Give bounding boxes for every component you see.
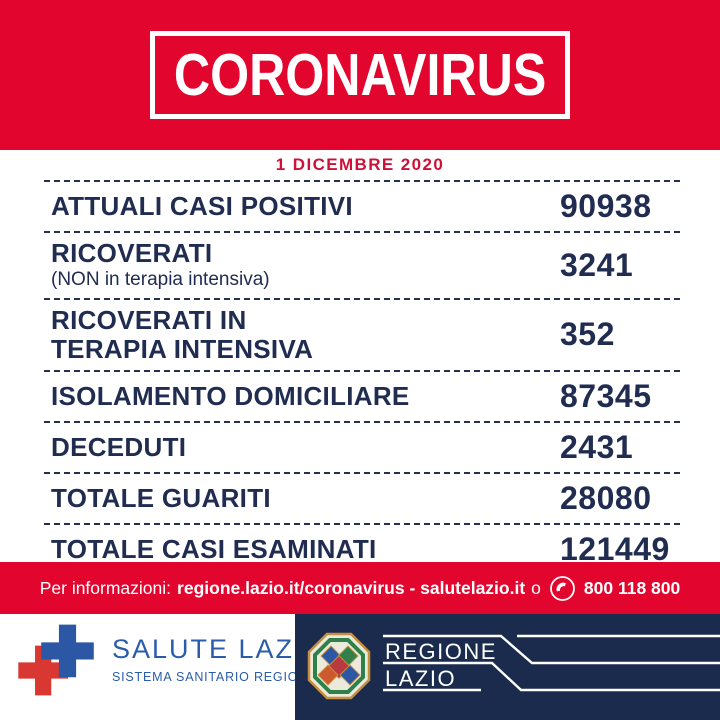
table-row: TOTALE CASI ESAMINATI 121449	[44, 523, 680, 574]
info-phone-number: 800 118 800	[583, 577, 681, 598]
phone-in-circle-icon	[550, 575, 575, 601]
title-box: CORONAVIRUS	[150, 31, 570, 119]
stat-label-main: RICOVERATI	[51, 238, 213, 268]
table-row: RICOVERATI (NON in terapia intensiva) 32…	[44, 231, 680, 298]
stat-label: TOTALE CASI ESAMINATI	[51, 534, 377, 565]
info-websites: regione.lazio.it/coronavirus - salutelaz…	[177, 577, 526, 598]
regione-lazio-crest-icon	[307, 632, 371, 700]
info-conjunction: o	[531, 577, 541, 598]
stat-value: 87345	[560, 378, 652, 415]
regione-lazio-line2: LAZIO	[385, 666, 457, 691]
table-row: DECEDUTI 2431	[44, 421, 680, 472]
stat-label: TOTALE GUARITI	[51, 483, 271, 514]
info-bar: Per informazioni: regione.lazio.it/coron…	[0, 562, 720, 614]
stat-value: 352	[560, 316, 615, 353]
stats-list: ATTUALI CASI POSITIVI 90938 RICOVERATI (…	[44, 180, 680, 574]
report-date: 1 DICEMBRE 2020	[275, 155, 445, 174]
stat-sublabel: (NON in terapia intensiva)	[51, 269, 270, 291]
table-row: ISOLAMENTO DOMICILIARE 87345	[44, 370, 680, 421]
header-band: CORONAVIRUS	[0, 0, 720, 150]
stat-value: 121449	[560, 531, 670, 568]
stat-label: RICOVERATI (NON in terapia intensiva)	[44, 238, 560, 292]
logo-band: SALUTE LAZIO SISTEMA SANITARIO REGIONALE	[0, 614, 720, 720]
page-title: CORONAVIRUS	[173, 41, 547, 108]
double-cross-icon	[18, 624, 94, 696]
stat-value: 2431	[560, 429, 634, 466]
regione-lazio-line1: REGIONE	[385, 639, 497, 664]
salute-lazio-subtitle: SISTEMA SANITARIO REGIONALE	[112, 670, 335, 685]
salute-lazio-logo: SALUTE LAZIO SISTEMA SANITARIO REGIONALE	[14, 620, 334, 700]
info-prefix: Per informazioni:	[39, 577, 172, 598]
stat-value: 90938	[560, 188, 652, 224]
salute-lazio-text: SALUTE LAZIO SISTEMA SANITARIO REGIONALE	[112, 636, 334, 684]
regione-lazio-logo: REGIONE LAZIO	[295, 614, 720, 720]
regione-wordmark-lines	[383, 634, 720, 692]
salute-lazio-name: SALUTE LAZIO	[112, 634, 327, 665]
stat-label: DECEDUTI	[51, 432, 187, 463]
stat-label-line1: RICOVERATI IN	[51, 304, 247, 335]
stat-label: ISOLAMENTO DOMICILIARE	[51, 381, 410, 412]
stat-value: 3241	[560, 246, 634, 283]
stat-value: 28080	[560, 480, 652, 517]
stat-label: RICOVERATI IN TERAPIA INTENSIVA	[44, 304, 560, 364]
stat-label-line2: TERAPIA INTENSIVA	[51, 333, 314, 364]
table-row: ATTUALI CASI POSITIVI 90938	[44, 180, 680, 231]
table-row: RICOVERATI IN TERAPIA INTENSIVA 352	[44, 297, 680, 370]
table-row: TOTALE GUARITI 28080	[44, 472, 680, 523]
stat-label: ATTUALI CASI POSITIVI	[51, 190, 353, 221]
